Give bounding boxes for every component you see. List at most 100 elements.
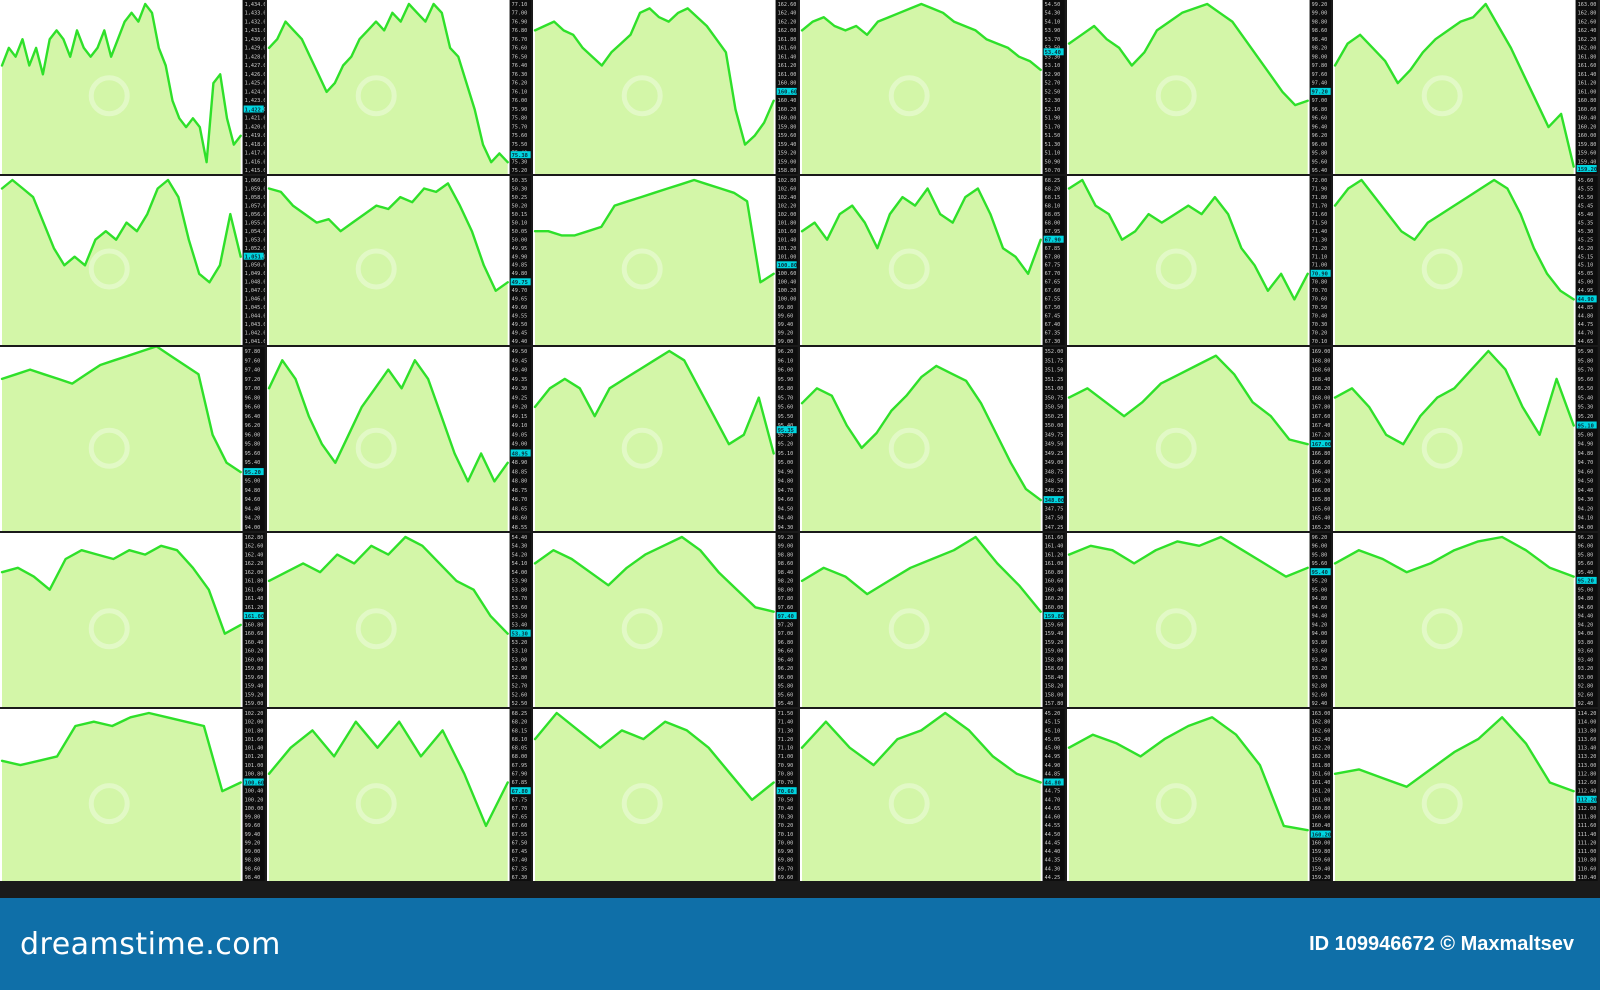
data-point <box>506 161 508 163</box>
data-point <box>909 567 912 569</box>
watermark-icon <box>355 783 397 825</box>
mini-chart: 49.50 49.45 49.40 49.35 49.30 49.25 49.20 49.15… <box>266 347 532 531</box>
tick-label: 96.80 <box>1311 107 1327 113</box>
tick-label: 44.50 <box>1045 832 1061 838</box>
tick-label: 168.80 <box>1311 358 1330 364</box>
last-price-tag <box>776 787 797 795</box>
tick-label: 69.70 <box>778 866 794 872</box>
data-point <box>935 365 937 367</box>
tick-label: 96.20 <box>245 423 261 429</box>
data-point <box>413 359 416 361</box>
tick-label: 1,434.00 <box>245 2 265 8</box>
data-point <box>760 281 762 283</box>
data-point <box>626 567 628 569</box>
data-point <box>1134 230 1136 232</box>
data-point <box>482 264 485 266</box>
tick-label: 49.45 <box>511 358 527 364</box>
data-point <box>363 213 365 215</box>
tick-label: 54.10 <box>1045 20 1061 26</box>
tick-label: 54.30 <box>1045 11 1061 17</box>
tick-label: 54.20 <box>511 553 527 559</box>
tick-label: 44.75 <box>1578 322 1594 328</box>
data-point <box>137 21 139 23</box>
brand-logo-text[interactable]: dreamstime.com <box>20 926 281 962</box>
data-point <box>447 182 449 184</box>
data-point <box>284 21 286 23</box>
last-price-label: 95.35 <box>778 428 794 434</box>
tick-label: 1,046.00 <box>245 297 265 303</box>
data-point <box>899 12 901 14</box>
watermark-icon <box>355 75 397 117</box>
last-price-label: 100.60 <box>245 780 264 786</box>
data-point <box>17 567 19 569</box>
tick-label: 67.45 <box>1045 314 1061 320</box>
data-point <box>1488 350 1490 352</box>
data-point <box>844 29 846 31</box>
tick-label: 67.60 <box>511 823 527 829</box>
data-point <box>1347 43 1349 45</box>
data-point <box>639 369 641 371</box>
data-point <box>127 355 129 357</box>
data-point <box>117 38 119 40</box>
data-point <box>683 359 686 361</box>
tick-label: 111.80 <box>1578 815 1597 821</box>
tick-label: 70.50 <box>1311 305 1327 311</box>
data-point <box>233 144 235 146</box>
tick-label: 95.80 <box>245 442 261 448</box>
tick-label: 48.90 <box>511 460 527 466</box>
series-line <box>800 535 1042 613</box>
data-point <box>74 256 76 258</box>
watermark-icon <box>88 608 130 650</box>
tick-label: 161.00 <box>1045 561 1064 567</box>
series-area <box>1068 4 1308 174</box>
series-line <box>1067 2 1309 107</box>
tick-label: 161.60 <box>245 587 264 593</box>
tick-label: 53.70 <box>511 596 527 602</box>
data-point <box>643 738 645 740</box>
data-point <box>534 406 536 408</box>
series-area <box>535 537 775 707</box>
data-point <box>1505 369 1507 371</box>
data-point <box>1306 273 1308 275</box>
watermark-icon <box>1155 248 1197 290</box>
data-point <box>141 350 143 352</box>
watermark-icon <box>622 248 664 290</box>
data-point <box>493 480 495 482</box>
tick-label: 95.20 <box>1311 579 1327 585</box>
data-point <box>1539 434 1541 436</box>
data-point <box>1382 777 1384 779</box>
data-point <box>1139 755 1141 757</box>
data-point <box>219 264 221 266</box>
data-point <box>953 21 955 23</box>
data-point <box>212 82 214 84</box>
data-point <box>482 144 484 146</box>
mini-chart-svg: 169.00 168.80 168.60 168.40 168.20 168.00 167.… <box>1066 347 1332 531</box>
price-axis <box>775 533 798 707</box>
data-point <box>989 213 991 215</box>
tick-label: 167.80 <box>1311 405 1330 411</box>
tick-label: 162.80 <box>245 535 264 541</box>
data-point <box>435 191 437 193</box>
tick-label: 45.20 <box>1578 246 1594 252</box>
data-point <box>21 38 24 40</box>
tick-label: 49.80 <box>511 271 527 277</box>
tick-label: 45.00 <box>1578 280 1594 286</box>
tick-label: 67.65 <box>511 815 527 821</box>
data-point <box>1560 113 1563 115</box>
mini-chart-svg: 68.25 68.20 68.15 68.10 68.05 68.00 67.95 67.90… <box>266 709 532 881</box>
data-point <box>1094 205 1096 207</box>
tick-label: 165.40 <box>1311 516 1330 522</box>
tick-label: 1,050.00 <box>245 263 265 269</box>
price-axis <box>1042 176 1065 345</box>
data-point <box>197 373 200 375</box>
data-point <box>736 589 738 591</box>
tick-label: 50.20 <box>511 203 527 209</box>
tick-label: 1,433.00 <box>245 11 265 17</box>
price-axis <box>1309 709 1332 881</box>
tick-label: 44.95 <box>1045 754 1061 760</box>
tick-label: 71.00 <box>1311 263 1327 269</box>
tick-label: 52.90 <box>511 666 527 672</box>
tick-label: 51.90 <box>1045 116 1061 122</box>
data-point <box>424 21 426 23</box>
tick-label: 347.50 <box>1045 516 1064 522</box>
